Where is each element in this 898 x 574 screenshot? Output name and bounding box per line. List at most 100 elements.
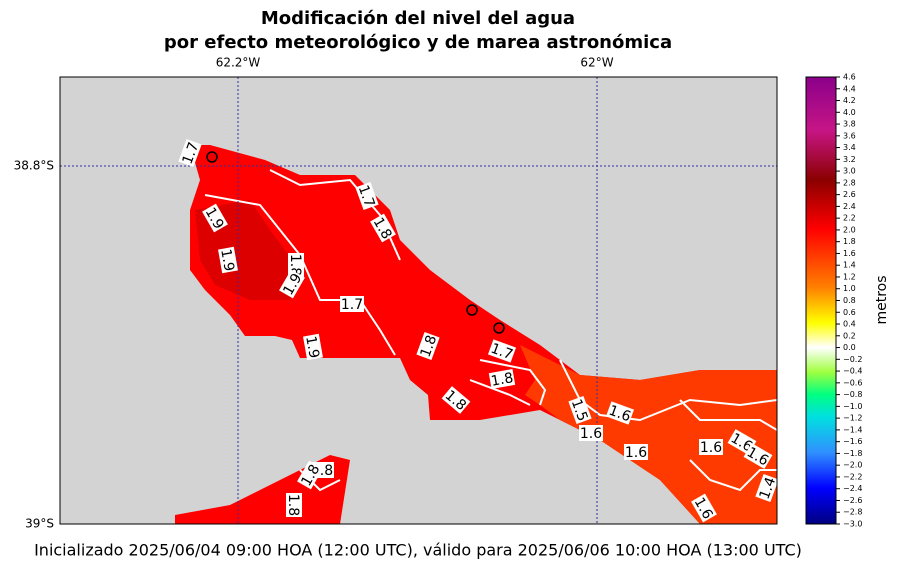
y-label: 39°S bbox=[25, 517, 54, 531]
colorbar bbox=[805, 76, 837, 525]
colorbar-tick-label: −0.6 bbox=[843, 378, 862, 387]
colorbar-tick-label: 2.6 bbox=[843, 190, 856, 199]
colorbar-tick-label: −0.8 bbox=[843, 390, 862, 399]
colorbar-tick-label: 3.8 bbox=[843, 120, 856, 129]
colorbar-tick-label: 3.6 bbox=[843, 131, 856, 140]
colorbar-tick-label: 4.4 bbox=[843, 84, 856, 93]
colorbar-tick-label: −3.0 bbox=[843, 520, 862, 529]
map-frame bbox=[59, 76, 778, 525]
contour-label: 1.4 bbox=[757, 475, 780, 501]
colorbar-tick-label: 1.0 bbox=[843, 284, 856, 293]
colorbar-tick-label: −2.8 bbox=[843, 508, 862, 517]
y-label: 38.8°S bbox=[14, 159, 54, 173]
x-label: 62°W bbox=[580, 56, 613, 70]
contour-label: 1.7 bbox=[180, 140, 203, 166]
contour-label-bg bbox=[691, 493, 717, 523]
colorbar-tick-label: 0.0 bbox=[843, 343, 856, 352]
colorbar-tick-label: 0.4 bbox=[843, 320, 856, 329]
contour-label-bg bbox=[487, 339, 517, 363]
colorbar-tick-label: −1.0 bbox=[843, 402, 862, 411]
contour-label-group: 1.6 bbox=[579, 425, 603, 442]
contour-label: 1.8 bbox=[285, 494, 301, 516]
contour-label: 1.9 bbox=[217, 248, 237, 273]
contour-label-group: 1.6 bbox=[624, 444, 648, 461]
colorbar-tick-label: 0.6 bbox=[843, 308, 856, 317]
colorbar-tick-label: −1.8 bbox=[843, 449, 862, 458]
colorbar-tick-label: −2.4 bbox=[843, 484, 862, 493]
colorbar-tick-label: 3.0 bbox=[843, 167, 856, 176]
contour-label-group: 1.6 bbox=[699, 439, 723, 456]
contour-label: 1.6 bbox=[580, 426, 602, 442]
colorbar-tick-label: 2.2 bbox=[843, 214, 856, 223]
colorbar-label: metros bbox=[874, 275, 890, 324]
contour-label-bg bbox=[743, 443, 773, 469]
title: Modificación del nivel del agua bbox=[261, 8, 575, 29]
contour-label-bg bbox=[279, 269, 305, 299]
contour-label: 1.9 bbox=[302, 335, 322, 360]
colorbar-tick-label: 4.2 bbox=[843, 96, 856, 105]
colorbar-tick-label: −1.6 bbox=[843, 437, 862, 446]
colorbar-tick-label: 1.4 bbox=[843, 261, 856, 270]
colorbar-tick-label: 3.2 bbox=[843, 155, 856, 164]
colorbar-tick-label: −1.4 bbox=[843, 425, 862, 434]
contour-label-bg bbox=[355, 181, 379, 211]
contour-label-group: 1.7 bbox=[178, 138, 203, 168]
x-label: 62.2°W bbox=[216, 56, 261, 70]
colorbar-tick-label: 2.0 bbox=[843, 225, 856, 234]
colorbar-tick-label: 0.8 bbox=[843, 296, 856, 305]
contour-label: 1.7 bbox=[488, 341, 514, 364]
title: por efecto meteorológico y de marea astr… bbox=[164, 32, 672, 53]
contour-label-group: 1.5 bbox=[568, 395, 592, 425]
map-area: 1.71.91.71.81.9 1.81.91.71.9 1.8 1.71.81.8 1… bbox=[60, 77, 780, 524]
contour-label-group: 1.9 bbox=[302, 333, 323, 361]
colorbar-tick-label: 4.0 bbox=[843, 108, 856, 117]
contour-label-bg bbox=[699, 439, 723, 455]
colorbar-tick-label: −0.4 bbox=[843, 367, 862, 376]
contour-label: 1.5 bbox=[568, 397, 591, 423]
contour-label-group: 1.9 bbox=[217, 246, 238, 274]
colorbar-tick-label: −2.6 bbox=[843, 496, 862, 505]
contour-label: 1.6 bbox=[625, 445, 647, 461]
colorbar-tick-label: −1.2 bbox=[843, 414, 862, 423]
contour-label-group: 1.6 bbox=[605, 401, 635, 426]
colorbar-tick-label: −2.0 bbox=[843, 461, 862, 470]
colorbar-tick-label: 2.8 bbox=[843, 178, 856, 187]
contour-label-bg bbox=[416, 331, 440, 361]
contour-label: 1.8 bbox=[490, 370, 515, 390]
contour-label-bg bbox=[297, 460, 323, 490]
contour-label-group: 1.8 bbox=[285, 493, 302, 517]
contour-label: 1.7 bbox=[341, 297, 363, 313]
contour-label-bg bbox=[579, 425, 603, 441]
colorbar-tick-label: 2.4 bbox=[843, 202, 856, 211]
contour-label-bg bbox=[370, 213, 396, 243]
colorbar-tick-label: 1.6 bbox=[843, 249, 856, 258]
colorbar-tick-label: 1.2 bbox=[843, 272, 856, 281]
contour-label-bg bbox=[441, 386, 471, 414]
colorbar-tick-label: 0.2 bbox=[843, 331, 856, 340]
contour-label-group: 1.8 bbox=[488, 369, 516, 390]
contour-label-bg bbox=[568, 395, 592, 425]
colorbar-tick-label: −2.2 bbox=[843, 472, 862, 481]
contour-label-bg bbox=[488, 369, 516, 389]
contour-label-group: 1.7 bbox=[355, 181, 379, 211]
contour-label-bg bbox=[605, 401, 635, 425]
contour-label-bg bbox=[286, 493, 302, 517]
contour-label-bg bbox=[178, 138, 202, 168]
contour-label-bg bbox=[218, 246, 238, 274]
contour-label-group: 1.8 bbox=[416, 331, 441, 361]
contour-label: 1.8 bbox=[418, 333, 441, 359]
contour-label: 1.6 bbox=[606, 403, 632, 426]
contour-label-group: 1.7 bbox=[340, 296, 364, 313]
contour-label-group: 1.4 bbox=[755, 473, 780, 503]
contour-label: 1.7 bbox=[355, 183, 378, 209]
colorbar-tick-label: 4.6 bbox=[843, 73, 856, 82]
contour-label-bg bbox=[340, 296, 364, 312]
contour-label: 1.6 bbox=[700, 440, 722, 456]
contour-label-bg bbox=[755, 473, 777, 503]
contour-label-bg bbox=[303, 333, 323, 361]
colorbar-tick-label: 1.8 bbox=[843, 237, 856, 246]
footer: Inicializado 2025/06/04 09:00 HOA (12:00… bbox=[34, 541, 802, 560]
contour-label-bg bbox=[202, 203, 228, 233]
contour-label-group: 1.7 bbox=[487, 339, 517, 364]
